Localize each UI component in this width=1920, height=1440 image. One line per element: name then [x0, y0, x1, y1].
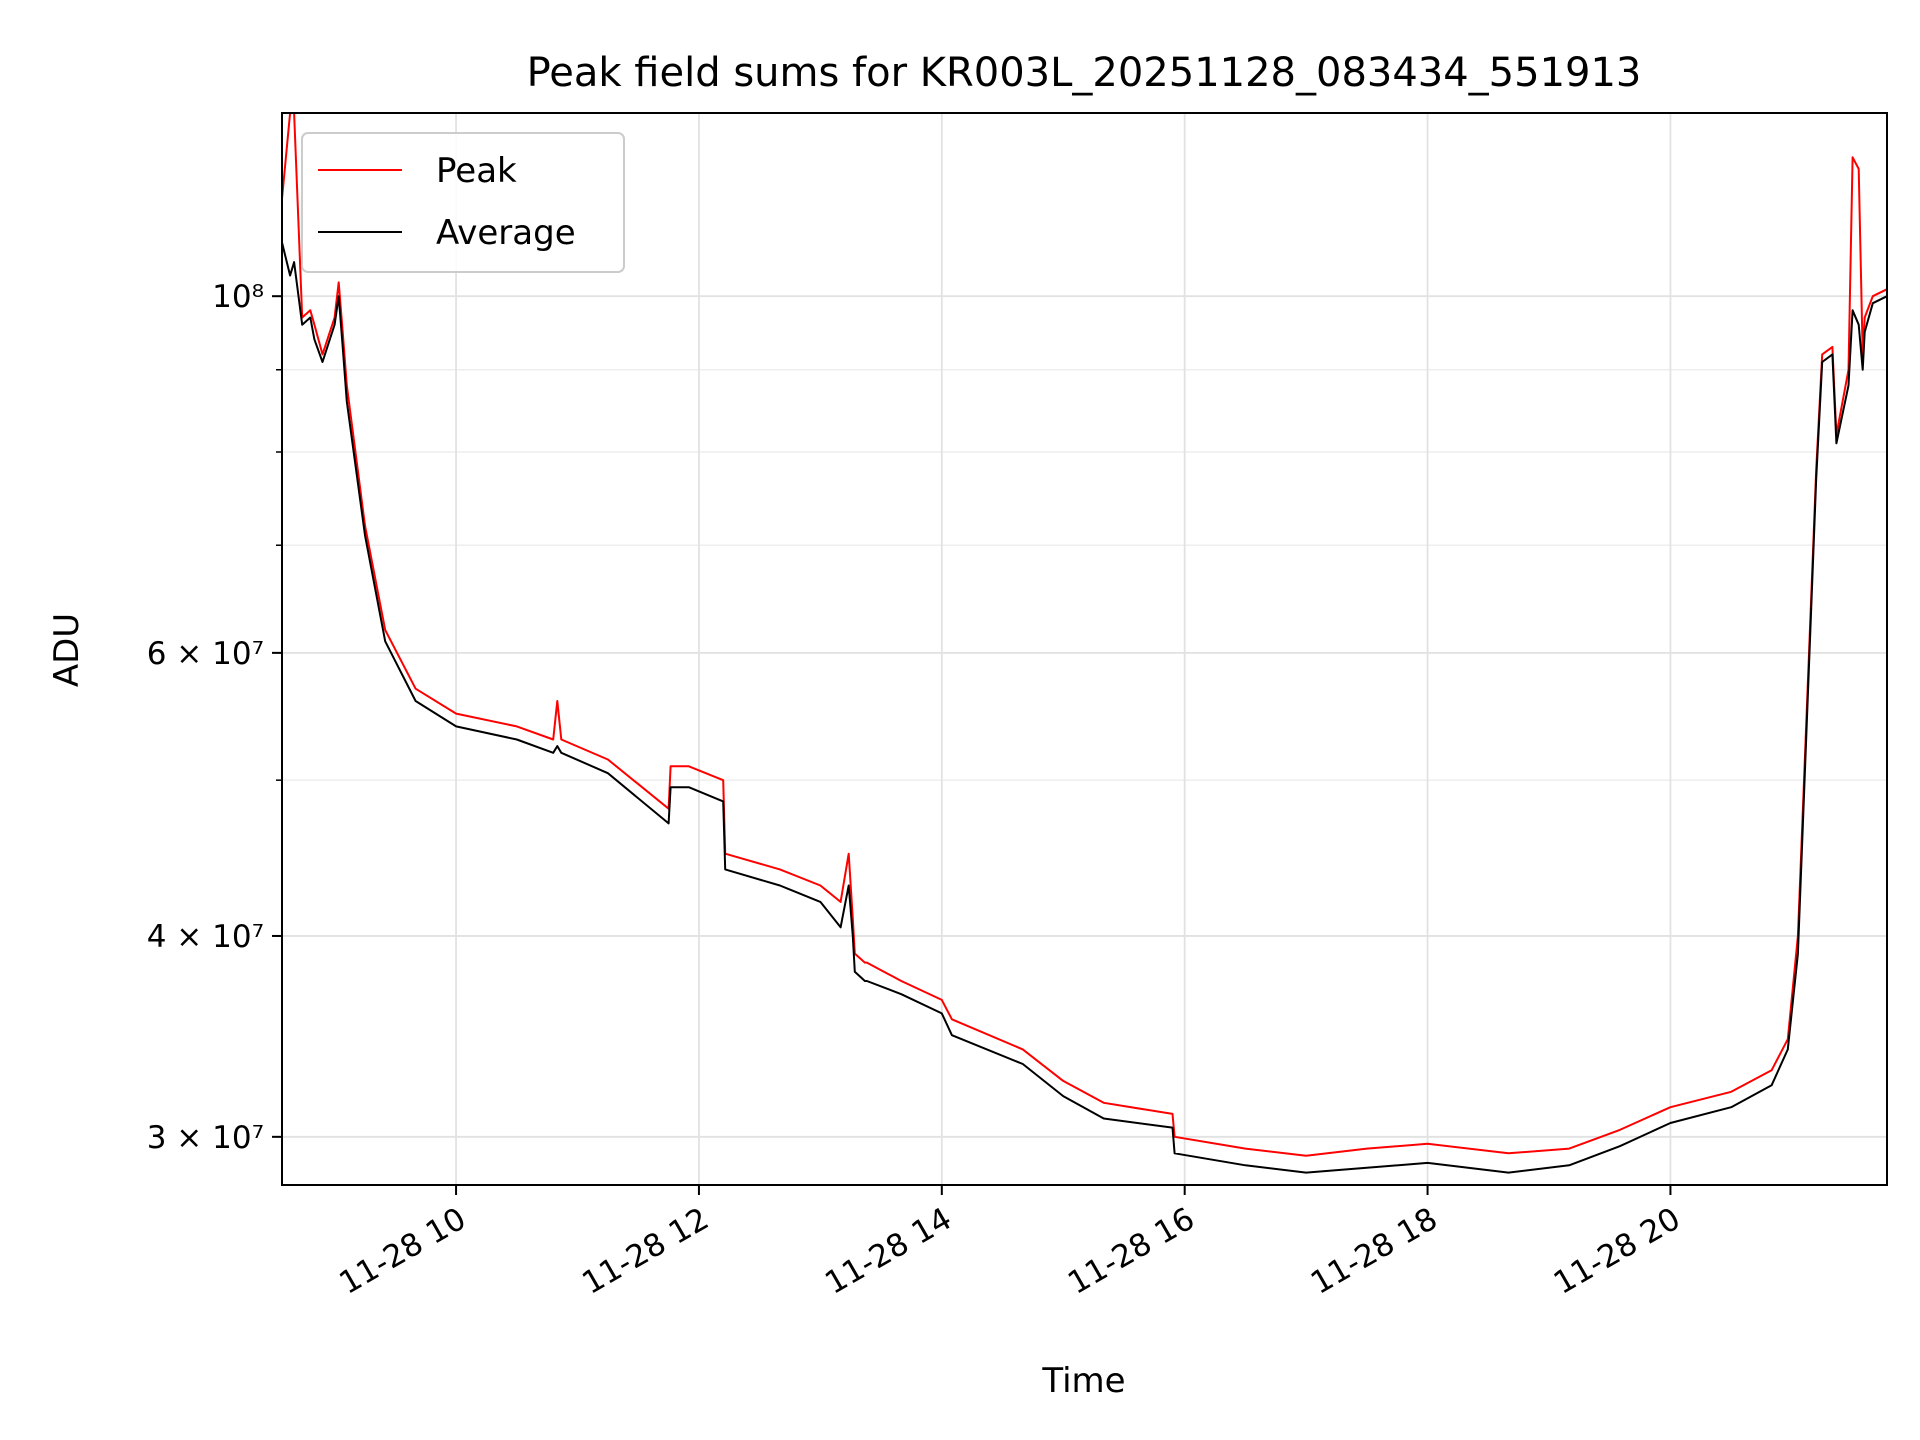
series-layer — [282, 113, 1887, 1174]
series-line-average — [282, 242, 1887, 1174]
y-tick-label: 4 × 10⁷ — [147, 919, 264, 955]
y-axis-label: ADU — [47, 613, 87, 687]
x-axis-label: Time — [1041, 1361, 1125, 1401]
legend-average-label: Average — [436, 213, 576, 253]
legend-peak-label: Peak — [436, 151, 517, 191]
y-axis-ticks: 3 × 10⁷ 4 × 10⁷ 6 × 10⁷ 10⁸ — [147, 279, 282, 1156]
legend: Peak Average — [301, 132, 625, 273]
chart-title: Peak field sums for KR003L_20251128_0834… — [527, 50, 1642, 96]
plot-frame — [281, 112, 1888, 1186]
y-tick-label: 3 × 10⁷ — [147, 1120, 264, 1156]
y-tick-label: 10⁸ — [212, 279, 264, 315]
y-tick-label: 6 × 10⁷ — [147, 636, 264, 672]
legend-box — [301, 132, 625, 273]
gridlines — [282, 113, 1887, 1185]
